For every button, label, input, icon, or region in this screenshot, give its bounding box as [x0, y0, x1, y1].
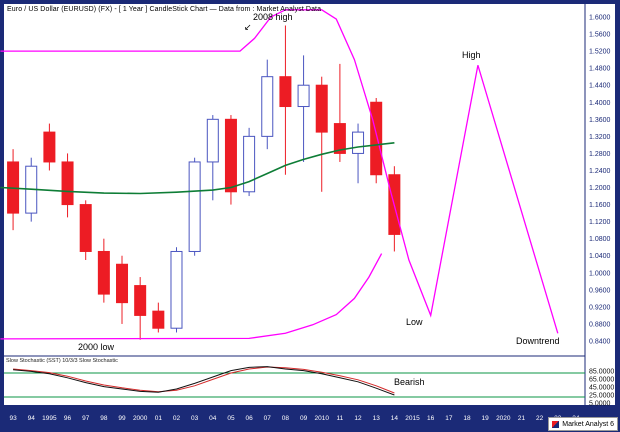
x-axis-label: 17	[445, 415, 453, 422]
stochastic-axis-label: 65.0000	[589, 377, 614, 384]
candlestick	[206, 118, 219, 163]
x-axis-label: 12	[354, 415, 362, 422]
price-axis-label: 1.0800	[589, 236, 611, 243]
candlestick	[352, 131, 365, 154]
annotation-low: Low	[406, 317, 423, 327]
price-axis-label: 1.4000	[589, 100, 611, 107]
candlestick	[188, 161, 201, 252]
x-axis-label: 18	[463, 415, 471, 422]
x-axis-label: 09	[300, 415, 308, 422]
x-axis-label: 19	[482, 415, 490, 422]
candlestick	[152, 310, 165, 329]
stochastic-panel-label: Slow Stochastic (SST) 10/3/3 Slow Stocha…	[6, 358, 118, 364]
x-axis-label: 06	[245, 415, 253, 422]
candlestick	[170, 250, 183, 329]
market-analyst-badge: Market Analyst 6	[548, 417, 618, 431]
price-axis-label: 1.4800	[589, 66, 611, 73]
annotation-bearish: Bearish	[394, 377, 425, 387]
price-axis-label: 1.4400	[589, 83, 611, 90]
price-axis-label: 1.6000	[589, 15, 611, 22]
price-axis-label: 1.3600	[589, 117, 611, 124]
stochastic-axis-label: 5.0000	[589, 401, 611, 408]
market-analyst-badge-label: Market Analyst 6	[562, 420, 614, 428]
annotation-downtrend: Downtrend	[516, 336, 560, 346]
candlestick	[79, 204, 92, 252]
candlestick	[315, 84, 328, 133]
stochastic-k-line	[13, 366, 395, 396]
x-axis-label: 99	[118, 415, 126, 422]
x-axis-label: 04	[209, 415, 217, 422]
price-axis-label: 1.3200	[589, 134, 611, 141]
price-axis-label: 1.1200	[589, 219, 611, 226]
x-axis-label: 11	[337, 415, 344, 422]
price-axis-label: 1.2400	[589, 168, 611, 175]
stochastic-axis-label: 25.0000	[589, 393, 614, 400]
annotation-2008-high: 2008 high	[253, 12, 293, 22]
candlestick	[333, 123, 346, 154]
annotation-high: High	[462, 50, 481, 60]
trend-arrow-icon: ↙	[244, 22, 252, 32]
candlestick	[134, 285, 147, 316]
x-axis-label: 93	[9, 415, 17, 422]
candlestick	[43, 131, 56, 163]
x-axis-label: 96	[64, 415, 72, 422]
candlestick	[261, 76, 274, 137]
candlestick	[97, 250, 110, 295]
x-axis-label: 2015	[405, 415, 420, 422]
candlestick	[279, 76, 292, 108]
moving-average-line	[0, 142, 395, 195]
x-axis-label: 1995	[42, 415, 57, 422]
candlestick	[297, 84, 310, 108]
candlestick	[370, 101, 383, 176]
x-axis-label: 98	[100, 415, 108, 422]
x-axis-label: 2010	[315, 415, 330, 422]
x-axis-label: 03	[191, 415, 199, 422]
projection-trend-line	[0, 9, 559, 334]
price-axis-label: 0.8800	[589, 321, 611, 328]
price-axis-label: 0.9600	[589, 287, 611, 294]
price-axis-label: 1.5200	[589, 49, 611, 56]
x-axis-label: 05	[227, 415, 235, 422]
candlestick	[224, 118, 237, 193]
price-axis-label: 1.2800	[589, 151, 611, 158]
support-trend-line	[0, 253, 383, 340]
stochastic-axis-label: 85.0000	[589, 369, 614, 376]
x-axis-label: 2000	[133, 415, 148, 422]
x-axis-label: 22	[536, 415, 544, 422]
chart-title: Euro / US Dollar (EURUSD) (FX) - [ 1 Yea…	[7, 6, 322, 13]
x-axis-label: 13	[373, 415, 381, 422]
candlestick	[243, 135, 256, 193]
x-axis-label: 16	[427, 415, 435, 422]
candlestick	[116, 263, 129, 304]
x-axis-label: 21	[518, 415, 526, 422]
x-axis-label: 97	[82, 415, 90, 422]
price-axis-label: 1.1600	[589, 202, 611, 209]
price-axis-label: 1.0400	[589, 253, 611, 260]
price-axis-label: 1.0000	[589, 270, 611, 277]
x-axis-label: 2020	[496, 415, 511, 422]
market-analyst-logo-icon	[552, 420, 560, 428]
annotation-2000-low: 2000 low	[78, 342, 115, 352]
price-axis-label: 1.5600	[589, 32, 611, 39]
stochastic-axis-label: 45.0000	[589, 385, 614, 392]
x-axis-label: 08	[282, 415, 290, 422]
candlestick	[61, 161, 74, 206]
price-axis-label: 0.8400	[589, 339, 611, 346]
price-axis-label: 1.2000	[589, 185, 611, 192]
x-axis-label: 01	[155, 415, 163, 422]
x-axis-label: 02	[173, 415, 181, 422]
x-axis-label: 94	[28, 415, 36, 422]
price-axis-label: 0.9200	[589, 304, 611, 311]
x-axis-label: 07	[264, 415, 272, 422]
stochastic-d-line	[13, 366, 395, 394]
x-axis-label: 14	[391, 415, 399, 422]
